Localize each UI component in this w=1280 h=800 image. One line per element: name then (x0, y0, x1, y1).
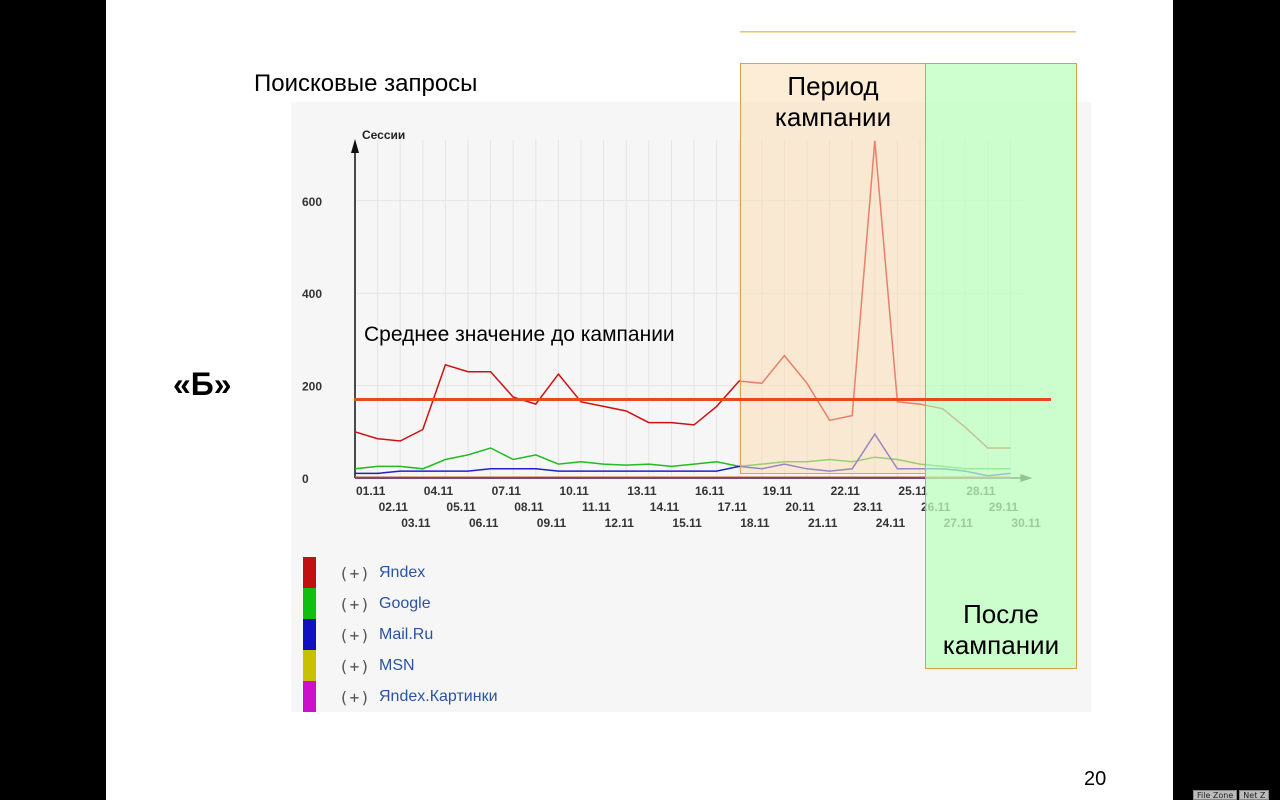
legend-item[interactable]: (+) Google (303, 588, 603, 619)
x-tick-label: 14.11 (650, 500, 680, 514)
legend-label[interactable]: Mail.Ru (379, 626, 434, 643)
x-tick-label: 25.11 (898, 484, 928, 498)
y-tick-label: 400 (302, 287, 322, 301)
legend-swatch (303, 557, 316, 588)
x-tick-label: 07.11 (492, 484, 522, 498)
x-tick-label: 19.11 (763, 484, 793, 498)
x-tick-label: 12.11 (605, 516, 635, 530)
slide: Поисковые запросы «Б» 0 200 400 600 Сессии 01… (106, 0, 1173, 800)
x-tick-label: 01.11 (356, 484, 386, 498)
legend-expand-toggle[interactable]: (+) (339, 657, 371, 676)
taskbar-button[interactable]: Net Z (1239, 790, 1270, 800)
x-tick-label: 03.11 (401, 516, 431, 530)
x-tick-label: 22.11 (831, 484, 861, 498)
x-tick-label: 18.11 (740, 516, 770, 530)
legend-swatch (303, 650, 316, 681)
legend-label[interactable]: MSN (379, 657, 415, 674)
legend-item[interactable]: (+) Яndex (303, 557, 603, 588)
legend-expand-toggle[interactable]: (+) (339, 595, 371, 614)
x-tick-label: 09.11 (537, 516, 567, 530)
x-tick-label: 16.11 (695, 484, 725, 498)
x-tick-label: 20.11 (785, 500, 815, 514)
x-tick-label: 17.11 (718, 500, 748, 514)
taskbar: File Zone Net Z (1193, 790, 1270, 800)
legend-item[interactable]: (+) MSN (303, 650, 603, 681)
legend-label[interactable]: Яndex (379, 564, 426, 581)
x-tick-label: 02.11 (379, 500, 409, 514)
campaign-period-label: Период кампании (774, 71, 892, 132)
y-tick-label: 0 (302, 472, 309, 486)
campaign-period-band (740, 63, 926, 474)
variant-label: «Б» (173, 366, 232, 402)
legend-item[interactable]: (+) Яndex.Картинки (303, 681, 603, 712)
x-tick-label: 06.11 (469, 516, 499, 530)
x-tick-label: 11.11 (582, 500, 611, 514)
y-axis-title: Сессии (362, 128, 405, 142)
x-tick-label: 24.11 (876, 516, 906, 530)
x-tick-label: 08.11 (514, 500, 544, 514)
slide-number: 20 (1084, 768, 1107, 790)
taskbar-button[interactable]: File Zone (1193, 790, 1238, 800)
x-tick-label: 04.11 (424, 484, 454, 498)
y-tick-label: 600 (302, 195, 322, 209)
x-tick-label: 23.11 (853, 500, 883, 514)
legend-expand-toggle[interactable]: (+) (339, 564, 371, 583)
legend-swatch (303, 588, 316, 619)
legend-swatch (303, 619, 316, 650)
chart-legend: (+) Яndex (+) Google (+) Mail.Ru (+) MSN (+) Яnde… (303, 557, 603, 712)
after-campaign-band (925, 63, 1077, 669)
x-tick-label: 21.11 (808, 516, 838, 530)
legend-expand-toggle[interactable]: (+) (339, 688, 371, 707)
legend-swatch (303, 681, 316, 712)
x-tick-label: 10.11 (559, 484, 589, 498)
page-title: Поисковые запросы (254, 70, 478, 97)
x-tick-label: 15.11 (672, 516, 702, 530)
legend-expand-toggle[interactable]: (+) (339, 626, 371, 645)
after-campaign-label: После кампании (942, 599, 1060, 660)
x-tick-label: 05.11 (446, 500, 476, 514)
legend-label[interactable]: Яndex.Картинки (379, 688, 498, 705)
legend-label[interactable]: Google (379, 595, 431, 612)
y-tick-label: 200 (302, 380, 322, 394)
y-axis-arrow (351, 139, 359, 153)
average-line-layer (354, 397, 1051, 401)
legend-item[interactable]: (+) Mail.Ru (303, 619, 603, 650)
x-tick-label: 13.11 (627, 484, 657, 498)
decorative-line (740, 32, 1076, 33)
decorative-line (740, 31, 1076, 32)
average-line-label: Среднее значение до кампании (364, 323, 675, 346)
